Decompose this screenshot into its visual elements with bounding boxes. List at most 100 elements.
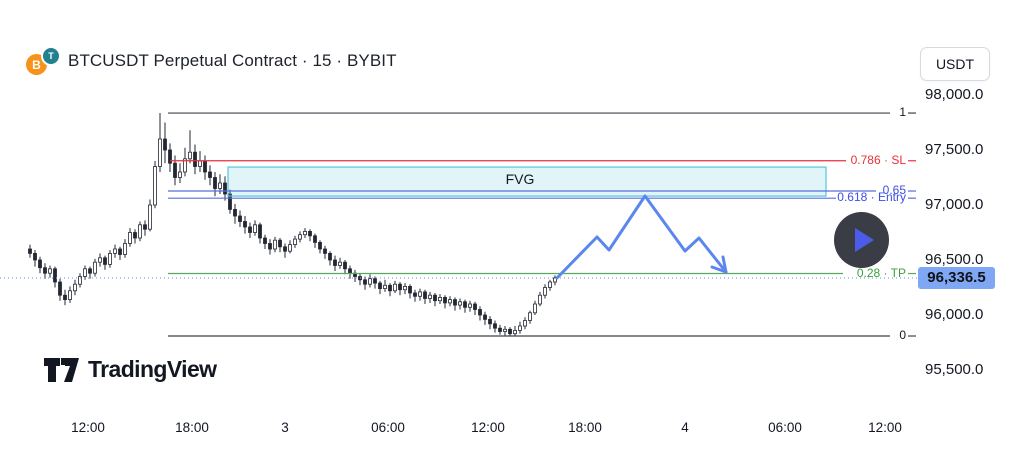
candle-body bbox=[423, 291, 427, 299]
candle-body bbox=[63, 294, 67, 301]
candle-body bbox=[473, 303, 477, 310]
projection-arrowhead bbox=[710, 255, 728, 274]
candle-body bbox=[93, 261, 97, 274]
candle-body bbox=[288, 244, 292, 252]
candle-body bbox=[448, 299, 452, 304]
candle-body bbox=[433, 294, 437, 302]
candle-body bbox=[373, 278, 377, 284]
candle-body bbox=[548, 281, 552, 288]
candle-body bbox=[198, 160, 202, 167]
candle-body bbox=[248, 226, 252, 233]
candle-body bbox=[118, 248, 122, 255]
price-tick-label: 96,000.0 bbox=[925, 306, 984, 323]
candle-body bbox=[318, 241, 322, 250]
price-tick-label: 95,500.0 bbox=[925, 361, 984, 378]
candle-body bbox=[28, 248, 32, 254]
candle-body bbox=[528, 312, 532, 321]
candle-body bbox=[293, 238, 297, 246]
play-icon bbox=[855, 228, 874, 252]
candle-body bbox=[338, 261, 342, 266]
candle-body bbox=[228, 193, 232, 210]
candle-body bbox=[483, 314, 487, 320]
candle-body bbox=[393, 283, 397, 292]
candle-body bbox=[538, 294, 542, 305]
candle-body bbox=[178, 171, 182, 178]
candle-body bbox=[123, 243, 127, 255]
candle-body bbox=[223, 182, 227, 195]
fib-level-label: 0.786 · SL bbox=[850, 152, 906, 167]
price-tick-label: 98,000.0 bbox=[925, 86, 984, 103]
tradingview-logo[interactable]: TradingView bbox=[44, 356, 217, 383]
candle-body bbox=[263, 237, 267, 244]
candle-body bbox=[143, 224, 147, 230]
candle-body bbox=[193, 151, 197, 167]
candle-body bbox=[523, 320, 527, 327]
candle-body bbox=[533, 303, 537, 314]
candle-body bbox=[98, 257, 102, 263]
candle-body bbox=[53, 268, 57, 283]
fib-level-label: 0 bbox=[899, 328, 906, 342]
candle-body bbox=[553, 277, 557, 283]
symbol-legend[interactable]: B T BTCUSDT Perpetual Contract · 15 · BY… bbox=[26, 46, 397, 76]
candle-body bbox=[383, 284, 387, 289]
candle-body bbox=[208, 171, 212, 178]
fib-level-label: 0.65 bbox=[882, 183, 906, 198]
candle-body bbox=[48, 268, 52, 274]
candle-body bbox=[58, 281, 62, 296]
candle-body bbox=[398, 283, 402, 291]
currency-unit-button[interactable]: USDT bbox=[920, 47, 990, 81]
candle-body bbox=[508, 328, 512, 335]
time-tick-label: 18:00 bbox=[568, 420, 602, 435]
candle-body bbox=[138, 224, 142, 239]
candle-body bbox=[543, 287, 547, 296]
candle-body bbox=[103, 257, 107, 265]
fvg-box-label: FVG bbox=[505, 171, 535, 187]
time-axis[interactable]: 12:00 18:00 3 06:00 12:00 18:00 4 06:00 12:00 bbox=[0, 414, 918, 448]
candle-body bbox=[443, 296, 447, 304]
projection-arrow bbox=[555, 194, 728, 280]
candle-body bbox=[113, 248, 117, 254]
candle-body bbox=[283, 246, 287, 252]
candle-body bbox=[453, 299, 457, 306]
candle-body bbox=[298, 234, 302, 240]
candle-body bbox=[403, 285, 407, 291]
time-tick-label: 12:00 bbox=[471, 420, 505, 435]
candle-body bbox=[503, 328, 507, 332]
fib-level-label: 0.618 · Entry bbox=[837, 190, 906, 205]
chart-canvas[interactable] bbox=[0, 0, 918, 452]
candle-body bbox=[498, 327, 502, 332]
candle-body bbox=[273, 239, 277, 250]
candle-body bbox=[308, 230, 312, 237]
candle-body bbox=[468, 303, 472, 308]
candle-body bbox=[388, 284, 392, 292]
candle-body bbox=[493, 323, 497, 329]
price-tick-label: 97,000.0 bbox=[925, 196, 984, 213]
time-tick-label: 4 bbox=[681, 420, 689, 435]
time-tick-label: 06:00 bbox=[371, 420, 405, 435]
candle-body bbox=[303, 230, 307, 236]
candle-body bbox=[413, 292, 417, 297]
play-button[interactable] bbox=[834, 212, 889, 268]
candle-body bbox=[268, 243, 272, 250]
candle-body bbox=[253, 224, 257, 233]
price-tick-label: 97,500.0 bbox=[925, 141, 984, 158]
candle-body bbox=[438, 296, 442, 302]
candle-body bbox=[328, 252, 332, 261]
candle-body bbox=[133, 232, 137, 239]
candle-body bbox=[163, 138, 167, 151]
candle-body bbox=[243, 221, 247, 228]
candle-body bbox=[458, 301, 462, 306]
candle-body bbox=[313, 235, 317, 243]
candle-body bbox=[378, 282, 382, 290]
candle-body bbox=[418, 291, 422, 297]
candle-body bbox=[278, 239, 282, 248]
candle-body bbox=[463, 301, 467, 308]
time-tick-label: 12:00 bbox=[71, 420, 105, 435]
candle-body bbox=[128, 232, 132, 244]
candle-body bbox=[213, 177, 217, 189]
price-axis[interactable]: 98,000.0 97,500.0 97,000.0 96,500.0 96,000.0… bbox=[918, 85, 1024, 385]
time-tick-label: 3 bbox=[281, 420, 289, 435]
candle-body bbox=[408, 285, 412, 294]
candle-body bbox=[88, 268, 92, 274]
candle-body bbox=[238, 215, 242, 222]
